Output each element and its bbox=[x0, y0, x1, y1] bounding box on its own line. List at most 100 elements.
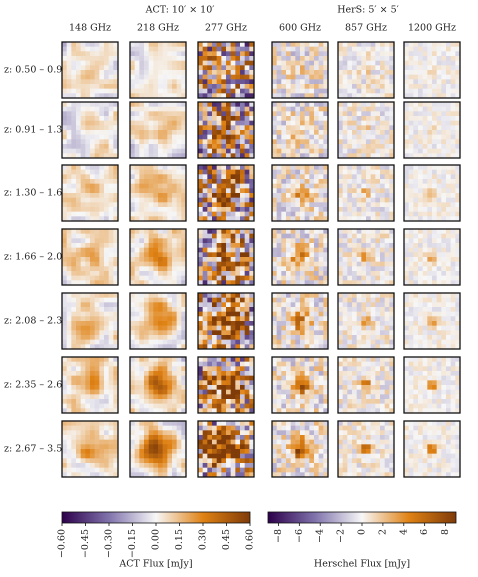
pixel bbox=[144, 183, 149, 189]
pixel bbox=[323, 60, 329, 66]
pixel bbox=[304, 339, 310, 345]
pixel bbox=[290, 116, 296, 121]
pixel bbox=[422, 183, 428, 189]
pixel bbox=[352, 125, 357, 131]
pixel bbox=[94, 56, 100, 61]
pixel bbox=[404, 193, 409, 198]
pixel bbox=[94, 120, 100, 126]
pixel bbox=[235, 408, 241, 414]
pixel bbox=[240, 207, 245, 212]
pixel bbox=[162, 60, 168, 66]
pixel bbox=[375, 357, 381, 362]
pixel bbox=[422, 311, 428, 317]
pixel bbox=[295, 311, 301, 317]
pixel bbox=[389, 311, 395, 317]
pixel bbox=[436, 125, 442, 131]
pixel bbox=[176, 93, 182, 99]
pixel bbox=[148, 116, 154, 121]
pixel bbox=[384, 106, 390, 112]
pixel bbox=[352, 93, 357, 99]
pixel bbox=[352, 261, 357, 267]
pixel bbox=[272, 325, 277, 331]
pixel bbox=[432, 169, 437, 175]
pixel bbox=[240, 307, 245, 312]
pixel bbox=[235, 375, 241, 381]
pixel bbox=[450, 102, 456, 107]
pixel bbox=[300, 247, 305, 253]
pixel bbox=[235, 271, 241, 276]
pixel bbox=[80, 408, 86, 414]
pixel bbox=[153, 188, 159, 194]
pixel bbox=[235, 165, 241, 170]
pixel bbox=[230, 144, 236, 149]
pixel bbox=[404, 243, 409, 248]
pixel bbox=[290, 366, 296, 372]
pixel bbox=[441, 207, 447, 212]
pixel bbox=[80, 111, 86, 117]
pixel bbox=[153, 46, 159, 52]
pixel bbox=[314, 403, 319, 409]
pixel bbox=[66, 316, 72, 322]
pixel bbox=[249, 179, 255, 184]
pixel bbox=[80, 106, 86, 112]
pixel bbox=[85, 257, 91, 262]
pixel bbox=[221, 238, 227, 244]
pixel bbox=[418, 261, 423, 267]
pixel bbox=[158, 252, 163, 258]
pixel bbox=[366, 257, 371, 262]
pixel bbox=[352, 361, 357, 367]
pixel bbox=[176, 330, 182, 336]
pixel bbox=[153, 179, 159, 184]
pixel bbox=[295, 148, 301, 154]
pixel bbox=[176, 335, 182, 340]
pixel bbox=[404, 144, 409, 149]
pixel bbox=[207, 79, 213, 85]
pixel bbox=[85, 88, 91, 94]
pixel bbox=[158, 169, 163, 175]
pixel bbox=[244, 261, 250, 267]
pixel bbox=[76, 46, 81, 52]
pixel bbox=[422, 330, 428, 336]
pixel bbox=[113, 238, 119, 244]
pixel bbox=[244, 371, 250, 376]
pixel bbox=[366, 144, 371, 149]
pixel bbox=[198, 344, 203, 350]
pixel bbox=[436, 202, 442, 208]
pixel bbox=[181, 297, 187, 303]
pixel bbox=[76, 275, 81, 281]
pixel bbox=[139, 120, 145, 126]
pixel bbox=[370, 70, 376, 75]
pixel bbox=[422, 275, 428, 281]
pixel bbox=[384, 280, 390, 286]
pixel bbox=[162, 380, 168, 386]
pixel bbox=[66, 307, 72, 312]
pixel bbox=[230, 111, 236, 117]
pixel bbox=[286, 125, 291, 131]
pixel bbox=[300, 261, 305, 267]
pixel bbox=[436, 169, 442, 175]
pixel bbox=[389, 193, 395, 198]
pixel bbox=[304, 60, 310, 66]
pixel bbox=[176, 375, 182, 381]
pixel bbox=[181, 125, 187, 131]
pixel bbox=[235, 229, 241, 234]
pixel bbox=[450, 42, 456, 47]
pixel bbox=[318, 183, 324, 189]
pixel bbox=[342, 302, 348, 308]
pixel bbox=[90, 51, 95, 57]
pixel bbox=[90, 130, 95, 135]
pixel bbox=[90, 193, 95, 198]
pixel bbox=[272, 65, 277, 71]
stamp bbox=[129, 164, 187, 222]
pixel bbox=[366, 243, 371, 248]
pixel bbox=[356, 247, 362, 253]
pixel bbox=[85, 179, 91, 184]
pixel bbox=[384, 252, 390, 258]
pixel bbox=[413, 207, 419, 212]
pixel bbox=[176, 139, 182, 145]
pixel bbox=[207, 361, 213, 367]
pixel bbox=[202, 65, 208, 71]
pixel bbox=[304, 247, 310, 253]
pixel bbox=[427, 339, 433, 345]
stamp-frame bbox=[403, 292, 461, 350]
